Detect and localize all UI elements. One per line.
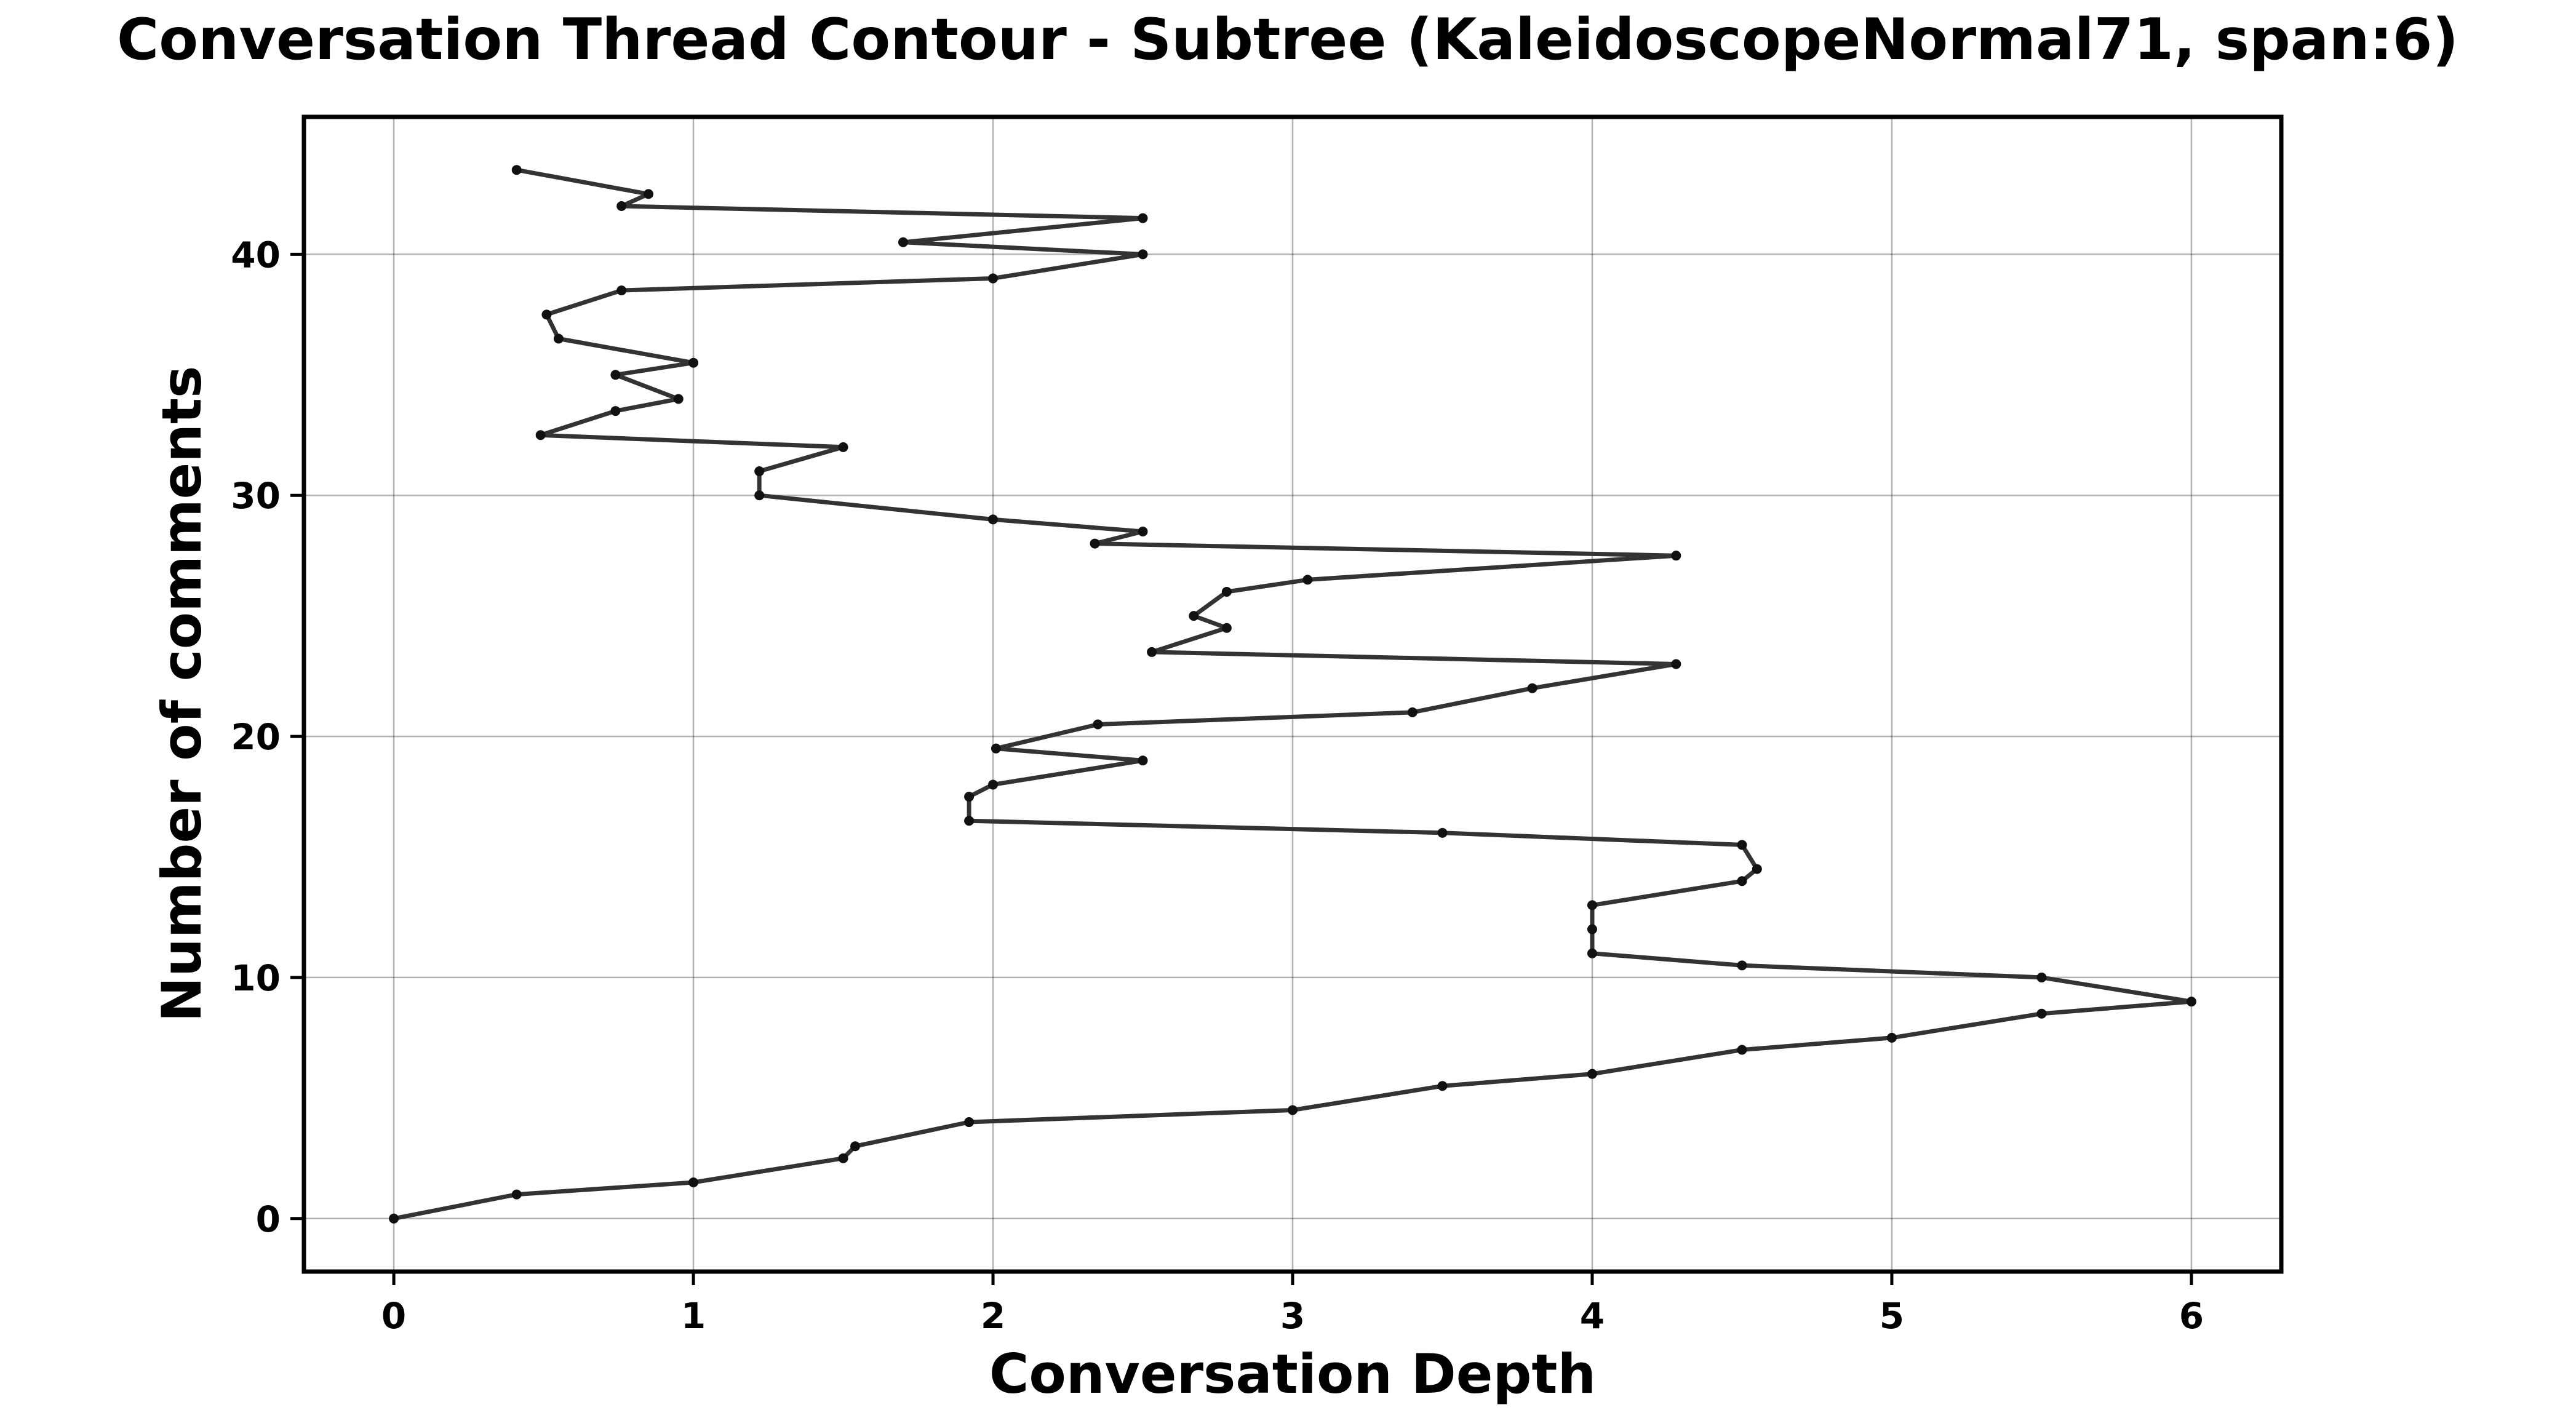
x-tick-label: 6 (2179, 1295, 2204, 1337)
data-point (1189, 611, 1199, 621)
data-point (688, 1177, 699, 1188)
y-tick-label: 0 (256, 1198, 281, 1240)
series-group (389, 165, 2196, 1224)
data-point (616, 285, 627, 296)
y-axis-label: Number of comments (150, 366, 213, 1022)
data-point (1527, 683, 1537, 693)
x-tick-label: 0 (381, 1295, 406, 1337)
data-point (1138, 249, 1148, 260)
x-axis-label: Conversation Depth (989, 1342, 1596, 1406)
x-tick-label: 3 (1280, 1295, 1305, 1337)
data-point (898, 237, 908, 247)
data-point (988, 273, 999, 284)
data-point (964, 816, 975, 826)
data-point (1752, 864, 1762, 874)
data-point (688, 357, 699, 368)
x-tick-label: 1 (681, 1295, 706, 1337)
data-point (1221, 623, 1232, 633)
data-point (1302, 575, 1313, 585)
data-point (1147, 647, 1157, 657)
x-tick-label: 2 (981, 1295, 1005, 1337)
data-point (1437, 1081, 1448, 1091)
data-point (1407, 707, 1418, 717)
data-point (1737, 1045, 1747, 1055)
y-tick-label: 40 (231, 234, 281, 276)
data-point (673, 394, 684, 404)
grid (304, 117, 2281, 1272)
data-point (511, 1189, 522, 1200)
data-point (1737, 876, 1747, 886)
data-point (838, 442, 848, 452)
data-point (541, 309, 552, 320)
data-point (964, 792, 975, 802)
data-point (1737, 840, 1747, 850)
data-point (754, 466, 765, 477)
data-point (988, 514, 999, 525)
data-point (850, 1141, 861, 1152)
data-point (1138, 526, 1148, 536)
data-point (1221, 586, 1232, 597)
data-point (1437, 827, 1448, 838)
data-point (610, 406, 621, 416)
data-point (991, 743, 1001, 754)
data-point (1671, 659, 1681, 669)
data-point (754, 490, 765, 501)
data-point (389, 1213, 399, 1224)
data-point (2036, 1008, 2047, 1019)
y-tick-label: 20 (231, 716, 281, 758)
data-point (1886, 1032, 1897, 1043)
data-point (988, 779, 999, 790)
data-point (1587, 1069, 1597, 1079)
data-point (1138, 213, 1148, 223)
data-point (1587, 948, 1597, 958)
data-point (1093, 719, 1103, 730)
data-point (1587, 924, 1597, 934)
y-tick-label: 10 (231, 957, 281, 999)
data-point (838, 1153, 848, 1163)
data-point (610, 370, 621, 380)
data-point (535, 430, 546, 440)
data-point (1090, 538, 1100, 549)
data-point (1288, 1105, 1298, 1115)
data-point (1138, 755, 1148, 766)
data-point (511, 165, 522, 175)
data-point (1737, 960, 1747, 971)
data-point (644, 189, 654, 199)
chart-title: Conversation Thread Contour - Subtree (K… (117, 6, 2458, 73)
data-point (2186, 997, 2196, 1007)
y-tick-label: 30 (231, 475, 281, 517)
data-point (616, 201, 627, 211)
data-point (964, 1117, 975, 1128)
x-tick-label: 4 (1580, 1295, 1605, 1337)
data-point (1587, 900, 1597, 910)
series-line (391, 167, 2194, 1221)
data-point (2036, 972, 2047, 982)
x-tick-label: 5 (1880, 1295, 1904, 1337)
data-point (1671, 551, 1681, 561)
axis-ticks: 0 1 2 3 4 5 6 0 10 20 30 40 (231, 234, 2204, 1337)
data-point (553, 333, 564, 344)
